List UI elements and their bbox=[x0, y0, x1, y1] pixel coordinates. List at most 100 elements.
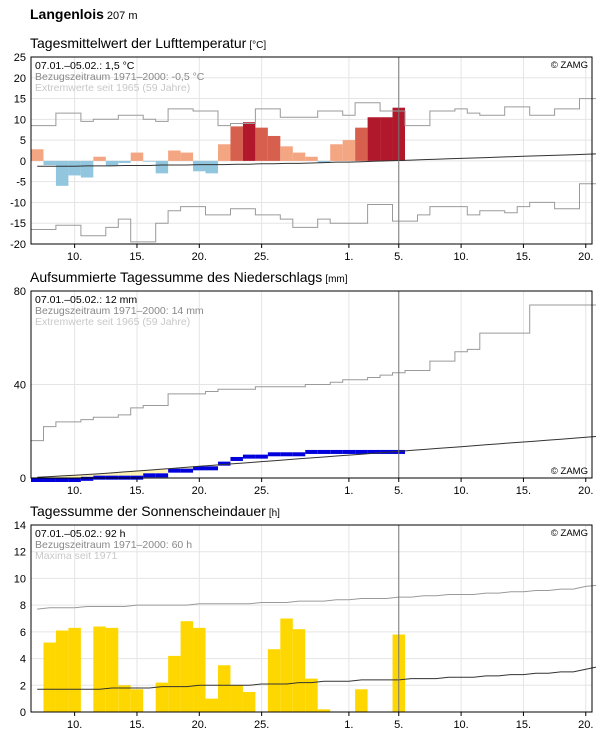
temperature-bar bbox=[130, 152, 144, 161]
sun-xtick-label: 20. bbox=[192, 719, 207, 729]
precip-bar bbox=[218, 461, 231, 466]
station-header: Langenlois 207 m bbox=[30, 6, 137, 22]
sun-ytick-label: 2 bbox=[20, 680, 26, 692]
precip-xtick-label: 15. bbox=[129, 485, 144, 497]
temperature-xtick-label: 1. bbox=[344, 251, 353, 263]
temperature-ytick-label: 0 bbox=[20, 156, 26, 168]
temperature-bar bbox=[118, 160, 131, 163]
sun-xtick-label: 15. bbox=[516, 719, 531, 729]
sun-bar bbox=[168, 655, 181, 712]
precip-frame bbox=[30, 290, 593, 479]
temperature-bar bbox=[267, 135, 281, 161]
precip-legend-line: Bezugszeitraum 1971–2000: 14 mm bbox=[35, 305, 204, 317]
precip-ytick-label: 80 bbox=[14, 286, 26, 298]
precip-bar bbox=[193, 466, 206, 471]
precip-normal-fill bbox=[155, 469, 169, 474]
temperature-xtick-label: 15. bbox=[129, 251, 144, 263]
temperature-xtick-label: 20. bbox=[192, 251, 207, 263]
temperature-unit: [°C] bbox=[249, 40, 267, 51]
precip-normal-fill bbox=[105, 472, 119, 476]
precip-unit: [mm] bbox=[325, 274, 348, 285]
temperature-plot bbox=[30, 56, 596, 248]
sun-bar bbox=[218, 665, 231, 712]
sun-ytick-label: 0 bbox=[20, 707, 26, 719]
station-name: Langenlois bbox=[30, 6, 104, 22]
temperature-bar bbox=[31, 149, 44, 161]
sun-bar bbox=[305, 678, 318, 712]
temperature-bar bbox=[280, 146, 293, 161]
sun-bar bbox=[105, 627, 119, 712]
sun-xtick-label: 10. bbox=[453, 719, 468, 729]
temperature-xtick-label: 25. bbox=[254, 251, 269, 263]
precip-bar bbox=[31, 478, 44, 482]
temperature-bar bbox=[218, 144, 231, 161]
precip-normal-fill bbox=[143, 470, 156, 474]
sun-xtick-label: 5. bbox=[394, 719, 403, 729]
sun-bar bbox=[93, 626, 106, 712]
sun-ytick-label: 12 bbox=[14, 547, 26, 559]
precip-normal-fill bbox=[130, 470, 144, 476]
sun-bar bbox=[180, 621, 194, 712]
precip-xtick-label: 1. bbox=[344, 485, 353, 497]
temperature-min-line bbox=[31, 183, 596, 243]
precip-normal-fill bbox=[80, 474, 94, 477]
sun-max-line bbox=[37, 584, 596, 610]
temperature-bar bbox=[155, 160, 169, 174]
sun-plot bbox=[30, 524, 596, 716]
temperature-bar bbox=[43, 160, 56, 166]
temperature-ytick-label: 20 bbox=[14, 73, 26, 85]
sun-ytick-label: 6 bbox=[20, 627, 26, 639]
station-elevation: 207 m bbox=[106, 10, 138, 22]
temperature-bar bbox=[68, 160, 81, 176]
sun-xtick-label: 1. bbox=[344, 719, 353, 729]
precip-legend-line: 07.01.–05.02.: 12 mm bbox=[35, 294, 137, 306]
temperature-bar bbox=[230, 126, 243, 161]
temperature-bar bbox=[168, 150, 181, 161]
temperature-bar bbox=[205, 160, 218, 174]
temperature-legend-line: 07.01.–05.02.: 1,5 °C bbox=[35, 60, 135, 72]
temperature-xtick-label: 5. bbox=[394, 251, 403, 263]
temperature-xtick-label: 15. bbox=[516, 251, 531, 263]
temperature-xtick-label: 10. bbox=[67, 251, 82, 263]
precip-xtick-label: 25. bbox=[254, 485, 269, 497]
precip-bar bbox=[43, 478, 56, 482]
precip-xtick-label: 20. bbox=[192, 485, 207, 497]
sun-bar bbox=[317, 709, 331, 712]
precip-ytick-label: 40 bbox=[14, 380, 26, 392]
sun-legend-line: Maxima seit 1971 bbox=[35, 550, 117, 562]
precip-xtick-label: 15. bbox=[516, 485, 531, 497]
precip-bar bbox=[143, 473, 156, 478]
temperature-bar bbox=[80, 160, 94, 178]
precip-legend-line: Extremwerte seit 1965 (59 Jahre) bbox=[35, 316, 190, 328]
temperature-title: Tagesmittelwert der Lufttemperatur bbox=[30, 35, 247, 51]
temperature-ytick-label: 5 bbox=[20, 135, 26, 147]
precip-bar bbox=[155, 473, 169, 478]
precip-xtick-label: 10. bbox=[67, 485, 82, 497]
sun-ytick-label: 8 bbox=[20, 600, 26, 612]
temperature-legend-line: Bezugszeitraum 1971–2000: -0,5 °C bbox=[35, 71, 205, 83]
temperature-ytick-label: -20 bbox=[10, 239, 26, 251]
precip-normal-fill bbox=[118, 471, 131, 476]
precip-normal-fill bbox=[180, 467, 194, 469]
temperature-bar bbox=[143, 160, 156, 162]
sun-bar bbox=[355, 689, 368, 712]
temperature-bar bbox=[367, 117, 381, 161]
precip-plot bbox=[30, 290, 596, 482]
sun-bar bbox=[130, 689, 144, 712]
sun-xtick-label: 10. bbox=[67, 719, 82, 729]
precip-bar bbox=[68, 478, 81, 482]
sun-bar bbox=[205, 698, 218, 712]
sun-unit: [h] bbox=[268, 508, 280, 519]
temperature-ytick-label: -10 bbox=[10, 197, 26, 209]
temperature-copyright: © ZAMG bbox=[551, 60, 588, 71]
precip-normal-fill bbox=[55, 475, 69, 478]
sun-bar bbox=[193, 627, 206, 712]
precip-bar bbox=[180, 468, 194, 473]
temperature-bar bbox=[355, 127, 368, 161]
sun-frame bbox=[30, 524, 593, 713]
temperature-ytick-label: -5 bbox=[16, 177, 26, 189]
sun-bar bbox=[242, 691, 256, 712]
sun-bar bbox=[68, 627, 81, 712]
temperature-bar bbox=[242, 122, 256, 161]
